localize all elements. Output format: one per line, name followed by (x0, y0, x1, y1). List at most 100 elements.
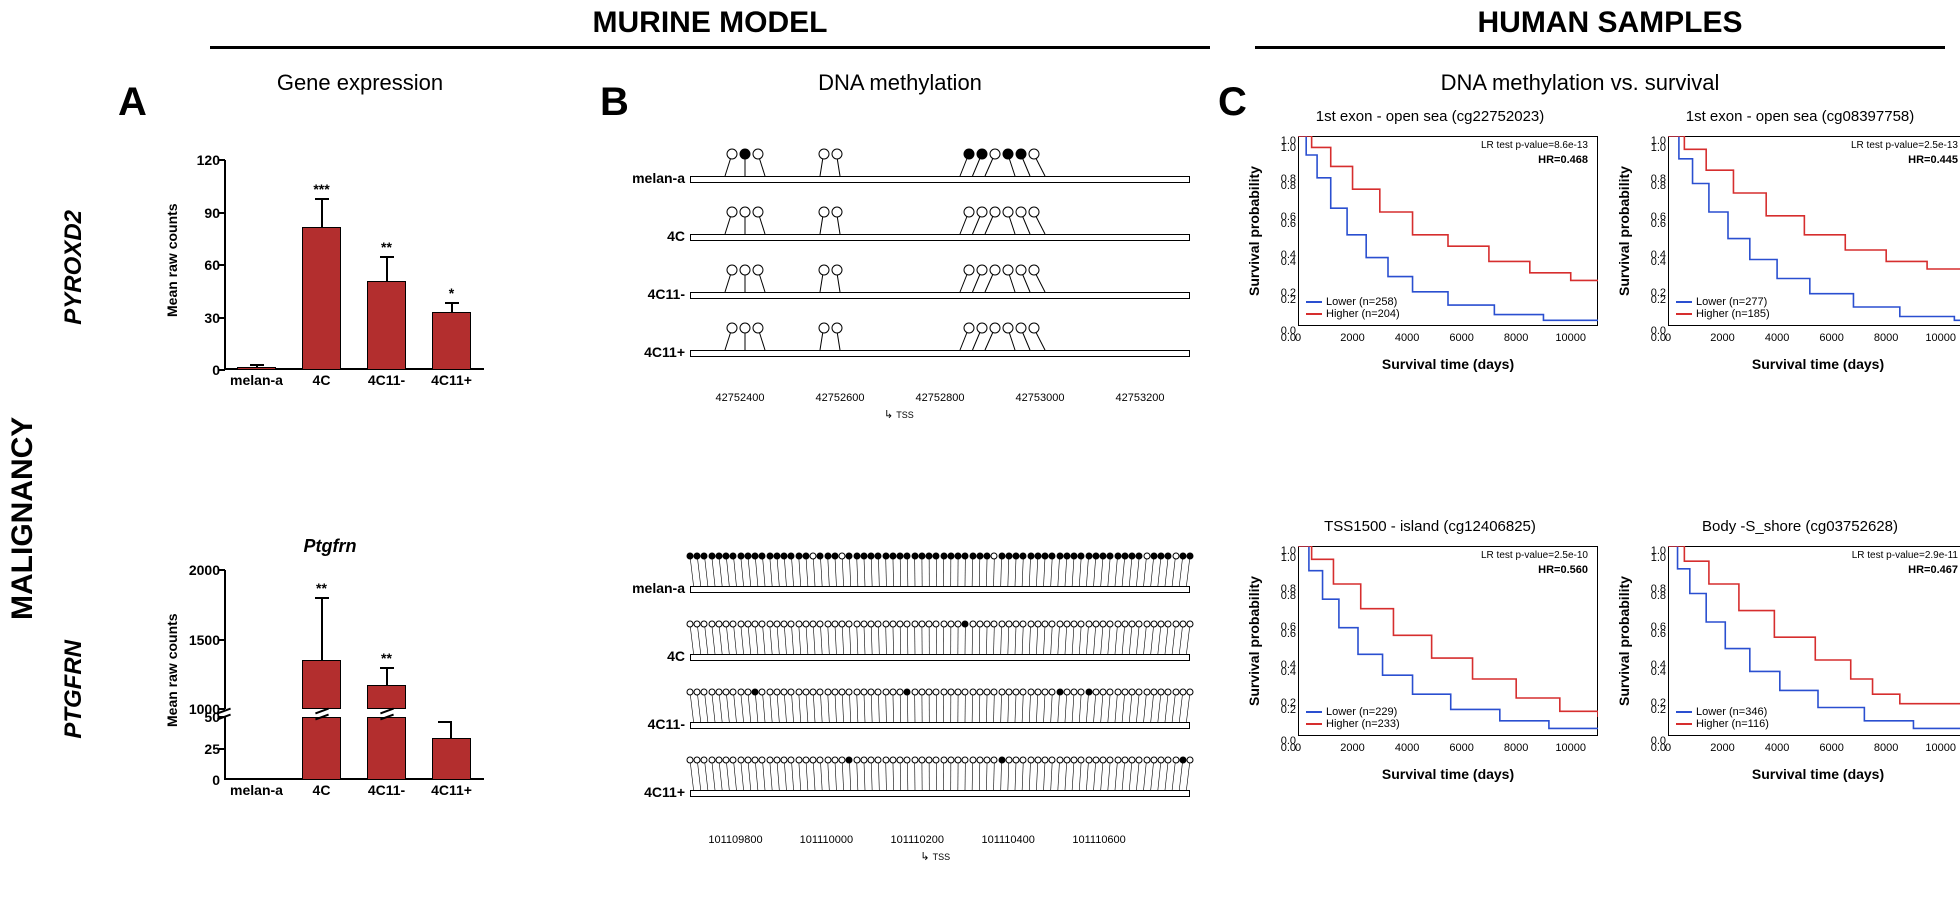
x-tick: 4C (292, 372, 352, 388)
y-tick: 90 (180, 205, 220, 221)
km-xtick: 2000 (1340, 332, 1364, 344)
y-tick: 1000 (180, 701, 220, 717)
row-label-ptgfrn: PTGFRN (60, 640, 88, 739)
y-tick: 120 (180, 152, 220, 168)
y-axis-label: Mean raw counts (164, 570, 180, 770)
side-label-malignancy: MALIGNANCY (6, 360, 40, 620)
km-ytick: 0.4 (1644, 249, 1666, 261)
significance: ** (368, 650, 405, 666)
lollipop-pyroxd2: melan-a4C4C11-4C11+427524004275260042752… (690, 130, 1190, 420)
y-tick: 60 (180, 257, 220, 273)
lollipop-cpg (1187, 689, 1194, 696)
km-xtick: 10000 (1925, 332, 1956, 344)
km-ytick: 0.4 (1274, 659, 1296, 671)
section-murine-underline (210, 46, 1210, 49)
km-xtick: 0 (1665, 742, 1671, 754)
panel-B: B (600, 80, 629, 125)
km-ytick: 0.4 (1644, 659, 1666, 671)
lollipop-baseline (690, 790, 1190, 797)
km-plot-4: Body -S_shore (cg03752628) Survival prob… (1620, 520, 1960, 780)
km-xtick: 0 (1295, 332, 1301, 344)
km-legend: Lower (n=346) Higher (n=116) (1676, 706, 1769, 730)
lollipop-baseline (690, 292, 1190, 299)
y-tick: 1500 (180, 632, 220, 648)
km-ytick: 0.0 (1644, 325, 1666, 337)
lollipop-baseline (690, 654, 1190, 661)
section-human-underline (1255, 46, 1945, 49)
lollipop-xtick: 42752800 (916, 392, 965, 404)
km-ytick: 0.2 (1644, 287, 1666, 299)
y-tick: 30 (180, 310, 220, 326)
y-tick: 2000 (180, 562, 220, 578)
y-tick: 0 (180, 772, 220, 788)
lollipop-xtick: 101110200 (891, 834, 944, 846)
km-ytick: 0.6 (1274, 211, 1296, 223)
significance: ** (303, 580, 340, 596)
km-ytick: 0.4 (1274, 249, 1296, 261)
significance: ** (368, 239, 405, 255)
section-murine-title: MURINE MODEL (300, 6, 1120, 40)
x-tick: 4C11- (357, 372, 417, 388)
km-xtick: 10000 (1555, 332, 1586, 344)
km-ytick: 0.6 (1274, 621, 1296, 633)
lollipop-row-label: 4C11- (620, 286, 685, 302)
lollipop-xtick: 101110600 (1072, 834, 1125, 846)
tss-marker: ↳ TSS (920, 850, 950, 863)
km-ytick: 0.8 (1274, 583, 1296, 595)
km-xtick: 4000 (1395, 742, 1419, 754)
km-xtick: 8000 (1504, 742, 1528, 754)
bar (367, 717, 406, 780)
lollipop-xtick: 42753200 (1116, 392, 1165, 404)
lollipop-row-label: 4C11+ (620, 784, 685, 800)
km-ytick: 0.6 (1644, 211, 1666, 223)
lollipop-row-label: 4C (620, 228, 685, 244)
km-ytick: 0.2 (1274, 287, 1296, 299)
barchart-pyroxd2: Mean raw counts0306090120melan-a***4C**4… (170, 130, 490, 410)
km-xtick: 6000 (1449, 742, 1473, 754)
lollipop-cpg (1187, 621, 1194, 628)
km-ylabel: Survival probability (1616, 136, 1632, 326)
lollipop-cpg (1187, 553, 1194, 560)
subtitle-gene-expression: Gene expression (210, 70, 510, 96)
km-xtick: 4000 (1765, 332, 1789, 344)
significance: * (433, 285, 470, 301)
lollipop-baseline (690, 176, 1190, 183)
y-tick: 0 (180, 362, 220, 378)
bar-break-icon (315, 708, 329, 720)
km-ytick: 1.0 (1644, 135, 1666, 147)
lollipop-xtick: 42752600 (816, 392, 865, 404)
panel-C: C (1218, 80, 1247, 125)
subtitle-meth-vs-survival: DNA methylation vs. survival (1300, 70, 1860, 96)
km-ytick: 0.2 (1644, 697, 1666, 709)
km-xtick: 6000 (1449, 332, 1473, 344)
lollipop-row-label: melan-a (620, 170, 685, 186)
bar (237, 367, 276, 370)
km-ylabel: Survival probability (1616, 546, 1632, 736)
y-axis-label: Mean raw counts (164, 160, 180, 360)
km-ylabel: Survival probability (1246, 546, 1262, 736)
km-xtick: 8000 (1874, 332, 1898, 344)
km-title: Body -S_shore (cg03752628) (1620, 518, 1960, 535)
lollipop-row-label: melan-a (620, 580, 685, 596)
chart-title: Ptgfrn (170, 536, 490, 557)
km-xtick: 2000 (1710, 742, 1734, 754)
panel-A: A (118, 80, 147, 125)
km-xtick: 4000 (1395, 332, 1419, 344)
barchart-ptgfrn: Ptgfrn Mean raw counts 25501000150020000… (170, 540, 490, 820)
x-tick: melan-a (227, 372, 287, 388)
row-label-pyroxd2: PYROXD2 (60, 210, 88, 325)
lollipop-xtick: 101110400 (981, 834, 1034, 846)
km-xtick: 8000 (1504, 332, 1528, 344)
km-xtick: 0 (1665, 332, 1671, 344)
km-xtick: 10000 (1555, 742, 1586, 754)
lollipop-row-label: 4C (620, 648, 685, 664)
bar (432, 738, 471, 780)
km-ytick: 0.2 (1274, 697, 1296, 709)
lollipop-cpg (1028, 207, 1039, 218)
x-tick: 4C (292, 782, 352, 798)
km-xtick: 0 (1295, 742, 1301, 754)
lollipop-cpg (1028, 149, 1039, 160)
lollipop-baseline (690, 586, 1190, 593)
km-title: TSS1500 - island (cg12406825) (1250, 518, 1610, 535)
km-plot-3: TSS1500 - island (cg12406825) Survival p… (1250, 520, 1610, 780)
